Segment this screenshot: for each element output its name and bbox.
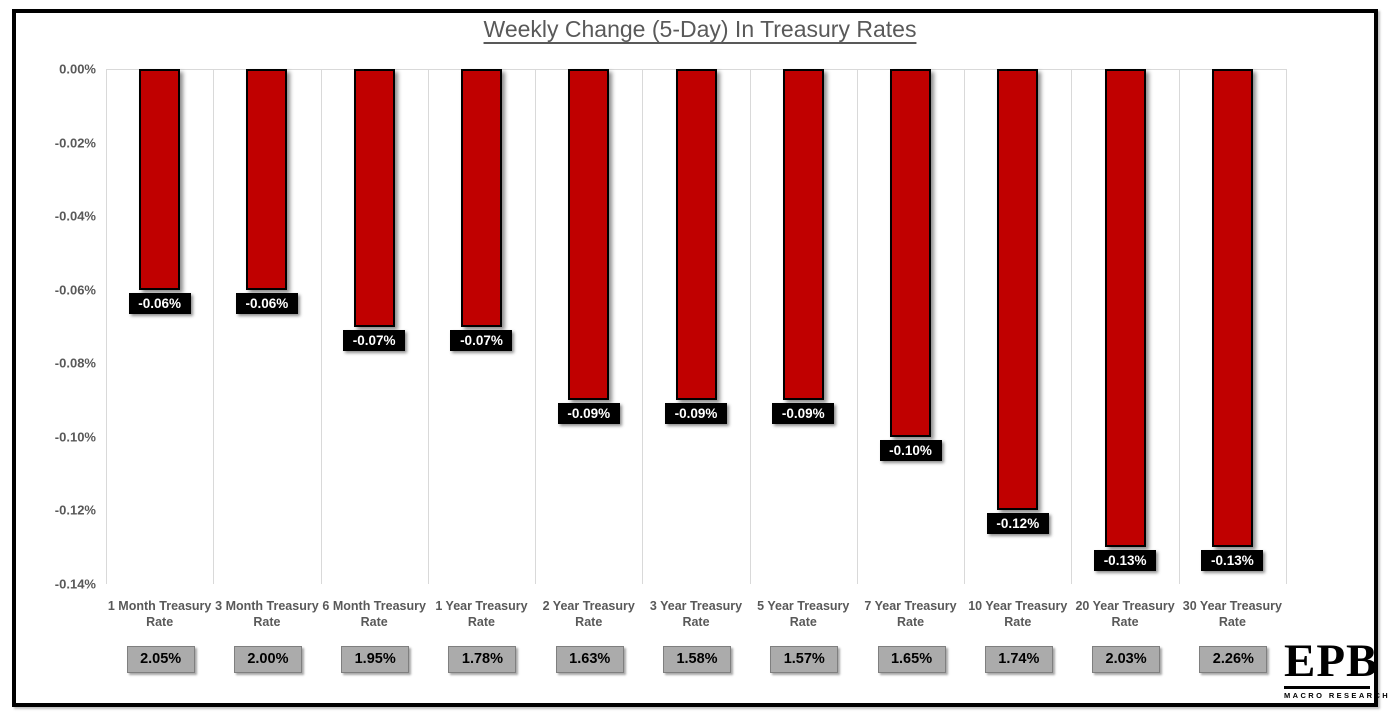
y-axis-tick-label: -0.14% <box>54 576 96 592</box>
current-rate-box: 1.95% <box>341 646 410 673</box>
category-label: 2 Year Treasury Rate <box>542 599 635 630</box>
bar <box>353 69 395 327</box>
bar-value-label: -0.09% <box>772 403 835 424</box>
category-gridline <box>856 69 858 584</box>
category-gridline <box>1178 69 1180 584</box>
category-gridline <box>749 69 751 584</box>
bar-value-label: -0.09% <box>557 403 620 424</box>
current-rate-box: 1.74% <box>984 646 1053 673</box>
category-label: 30 Year Treasury Rate <box>1182 599 1282 630</box>
category-label: 10 Year Treasury Rate <box>968 599 1068 630</box>
category-gridline <box>535 69 537 584</box>
category-gridline <box>1286 69 1287 584</box>
bar-value-label: -0.06% <box>128 293 191 314</box>
bar-value-label: -0.07% <box>450 330 513 351</box>
current-rate-box: 1.58% <box>663 646 731 673</box>
epb-logo-text: EPB <box>1284 635 1379 687</box>
current-rate-box: 2.03% <box>1092 646 1161 673</box>
bar <box>568 69 610 400</box>
y-axis-tick-label: -0.06% <box>54 282 96 298</box>
category-gridline <box>320 69 322 584</box>
current-rate-box: 2.05% <box>126 646 195 673</box>
bar <box>782 69 824 400</box>
category-label: 7 Year Treasury Rate <box>864 599 957 630</box>
epb-logo: EPB MACRO RESEARCH <box>1284 635 1388 700</box>
current-rate-box: 1.65% <box>877 646 946 673</box>
category-label: 3 Month Treasury Rate <box>215 599 319 630</box>
bar <box>139 69 181 290</box>
current-rate-box: 2.00% <box>233 646 302 673</box>
y-axis-tick-label: -0.02% <box>54 135 96 151</box>
category-gridline <box>642 69 644 584</box>
bar <box>997 69 1039 510</box>
bar <box>890 69 932 437</box>
current-rate-box: 1.78% <box>448 646 517 673</box>
bar-value-label: -0.13% <box>1094 550 1157 571</box>
category-label: 1 Year Treasury Rate <box>435 599 528 630</box>
bar <box>675 69 717 400</box>
category-label: 5 Year Treasury Rate <box>757 599 850 630</box>
chart-title: Weekly Change (5-Day) In Treasury Rates <box>483 16 917 42</box>
category-label: 6 Month Treasury Rate <box>322 599 426 630</box>
bar-value-label: -0.09% <box>665 403 727 424</box>
bar-value-label: -0.13% <box>1201 550 1264 571</box>
bar-value-label: -0.07% <box>343 330 406 351</box>
category-gridline <box>964 69 966 584</box>
category-gridline <box>213 69 215 584</box>
epb-logo-subtext: MACRO RESEARCH <box>1284 686 1388 700</box>
bar-value-label: -0.12% <box>986 513 1049 534</box>
chart-border-frame <box>12 9 1378 707</box>
y-axis-tick-label: -0.10% <box>54 429 96 445</box>
y-axis-tick-label: -0.08% <box>54 355 96 371</box>
bar-value-label: -0.06% <box>235 293 298 314</box>
bar-value-label: -0.10% <box>879 440 942 461</box>
y-axis-tick-label: -0.04% <box>54 208 96 224</box>
bar <box>1104 69 1146 547</box>
category-label: 1 Month Treasury Rate <box>107 599 212 630</box>
category-gridline <box>106 69 107 584</box>
bar <box>460 69 502 327</box>
bar <box>246 69 288 290</box>
bar <box>1211 69 1253 547</box>
y-axis-tick-label: -0.12% <box>54 502 96 518</box>
category-label: 3 Year Treasury Rate <box>649 599 743 630</box>
category-gridline <box>427 69 429 584</box>
current-rate-box: 1.63% <box>555 646 624 673</box>
y-axis-tick-label: 0.00% <box>59 61 96 77</box>
category-label: 20 Year Treasury Rate <box>1075 599 1175 630</box>
current-rate-box: 2.26% <box>1199 646 1268 673</box>
current-rate-box: 1.57% <box>770 646 839 673</box>
category-gridline <box>1071 69 1073 584</box>
